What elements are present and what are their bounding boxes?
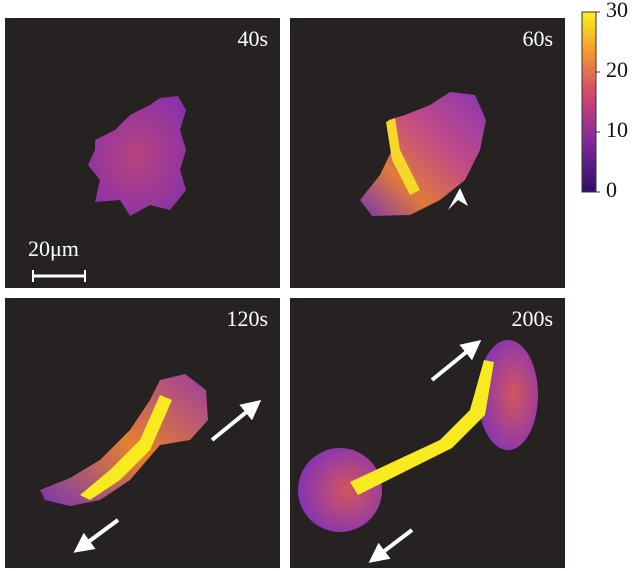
colorbar-tick-label: 0 [606, 177, 617, 202]
panel-label: 60s [522, 26, 553, 51]
colorbar [582, 12, 596, 192]
colorbar-tick-label: 30 [606, 0, 628, 22]
colorbar-tick-label: 20 [606, 57, 628, 82]
panel-label: 40s [237, 26, 268, 51]
panel-label: 120s [226, 306, 268, 331]
scale-bar-label: 20μm [28, 236, 79, 261]
colorbar-tick-label: 10 [606, 117, 628, 142]
figure: 40s 60s 120s 200s 20μm 0 10 20 30 [0, 0, 640, 571]
cell [298, 448, 382, 532]
panel-label: 200s [511, 306, 553, 331]
